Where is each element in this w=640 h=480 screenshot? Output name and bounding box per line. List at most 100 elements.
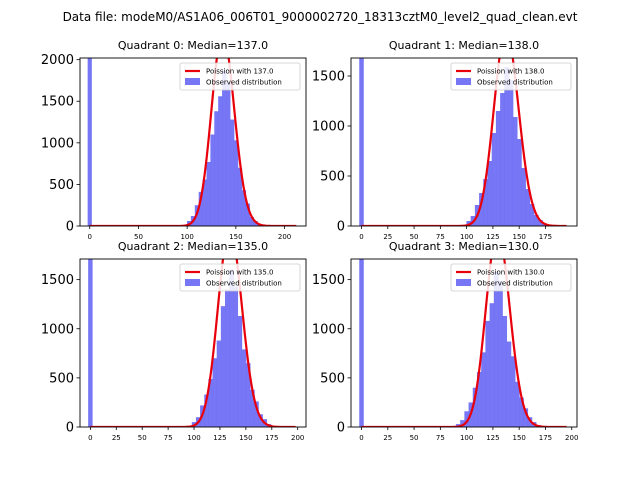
y-tick-label: 1500 [312,273,345,288]
x-tick-label: 200 [278,233,291,241]
axes-frame [350,57,578,227]
legend-label-poisson: Poission with 138.0 [477,68,545,76]
histogram-bar [523,408,529,427]
y-tick-label: 0 [66,220,74,235]
y-tick-label: 500 [320,170,345,185]
legend: Poission with 130.0 Observed distribution [450,263,572,292]
subplot-title: Quadrant 2: Median=135.0 [118,240,268,253]
plot-area [88,259,296,427]
histogram-bar [233,140,239,226]
histogram-bar [245,363,251,427]
x-tick-label: 50 [134,233,143,241]
histogram-bar [489,303,495,427]
histogram-bar [472,387,478,427]
legend: Poission with 135.0 Observed distribution [179,263,301,292]
histogram-bar [493,271,499,427]
histogram-bar [529,204,535,226]
histogram-bar [198,191,204,226]
histogram-bar [229,119,235,226]
histogram-bar [487,161,493,226]
x-tick-label: 0 [359,434,363,442]
subplot-title: Quadrant 3: Median=130.0 [389,240,539,253]
histogram-bar [495,111,501,226]
poisson-curve [361,58,567,226]
x-tick-label: 150 [229,233,242,241]
histogram-bar [210,134,215,226]
histogram-bar [214,111,219,226]
histogram-bar [512,117,518,226]
x-tick-label: 25 [383,434,392,442]
legend-label-observed: Observed distribution [477,79,553,87]
histogram-bar [245,203,250,226]
x-tick-label: 50 [410,434,419,442]
histogram-bar [521,168,526,226]
histogram-bar [519,397,524,427]
histogram-bar [218,96,223,226]
histogram-bar [533,215,539,226]
x-tick-label: 125 [486,434,499,442]
x-tick-label: 50 [138,434,147,442]
x-tick-label: 150 [239,434,252,442]
histogram-bar [527,417,533,427]
legend-swatch-observed [456,78,471,85]
y-tick-label: 0 [337,220,345,235]
axes-frame [79,57,307,227]
y-tick-label: 1000 [41,136,74,151]
legend: Poission with 137.0 Observed distribution [179,62,301,91]
histogram-bar [510,356,516,427]
histogram-bar [500,93,505,226]
subplot-quadrant-2: Quadrant 2: Median=135.0 0 25 50 75 100 125 150… [41,240,307,442]
legend-label-poisson: Poission with 137.0 [206,68,274,76]
histogram-bar [212,358,218,427]
histogram-bar [253,221,258,226]
poisson-curve [361,259,567,427]
legend-swatch-observed [456,279,471,286]
histogram-bar [483,179,489,226]
histogram-bar [525,189,531,226]
histogram-bar [241,190,247,226]
subplot-quadrant-3: Quadrant 3: Median=130.0 0 25 50 75 100 125 150… [312,240,579,442]
x-tick-label: 75 [436,233,445,241]
histogram-bar [506,341,512,427]
legend-label-observed: Observed distribution [206,79,282,87]
histogram-bar [233,286,239,427]
x-tick-label: 100 [460,434,473,442]
histogram-bar [464,411,470,427]
x-tick-label: 150 [512,434,525,442]
poisson-curve [89,58,297,226]
legend: Poission with 138.0 Observed distribution [450,62,572,91]
legend-label-observed: Observed distribution [477,280,553,288]
legend-label-poisson: Poission with 135.0 [206,269,274,277]
legend-box [179,263,301,292]
x-tick-label: 0 [88,233,92,241]
histogram-bar [225,82,231,226]
y-tick-label: 500 [49,178,74,193]
histogram-bar [516,139,522,226]
histogram-bar [224,289,230,427]
y-tick-label: 0 [66,421,74,436]
histogram-bar [208,378,214,427]
histogram-bar-zero [359,58,364,226]
legend-box [450,263,572,292]
histogram-bar [249,216,254,226]
y-tick-label: 1000 [312,322,345,337]
x-tick-label: 100 [180,233,193,241]
x-tick-label: 175 [539,233,552,241]
histogram-bar [202,179,208,226]
histogram-bar [254,401,259,427]
y-tick-label: 1500 [312,70,345,85]
x-tick-label: 100 [460,233,473,241]
legend-swatch-observed [185,279,200,286]
y-tick-label: 500 [320,371,345,386]
plot-area [359,259,567,427]
histogram-bar [249,389,255,427]
histogram-bar [460,420,465,427]
legend-label-observed: Observed distribution [206,280,282,288]
axes-frame [350,258,578,428]
legend-label-poisson: Poission with 130.0 [477,269,545,277]
subplot-quadrant-1: Quadrant 1: Median=138.0 0 25 50 75 100 125 150… [312,39,578,241]
y-tick-label: 1000 [41,322,74,337]
y-tick-label: 1500 [41,273,74,288]
y-tick-label: 2000 [41,53,74,68]
